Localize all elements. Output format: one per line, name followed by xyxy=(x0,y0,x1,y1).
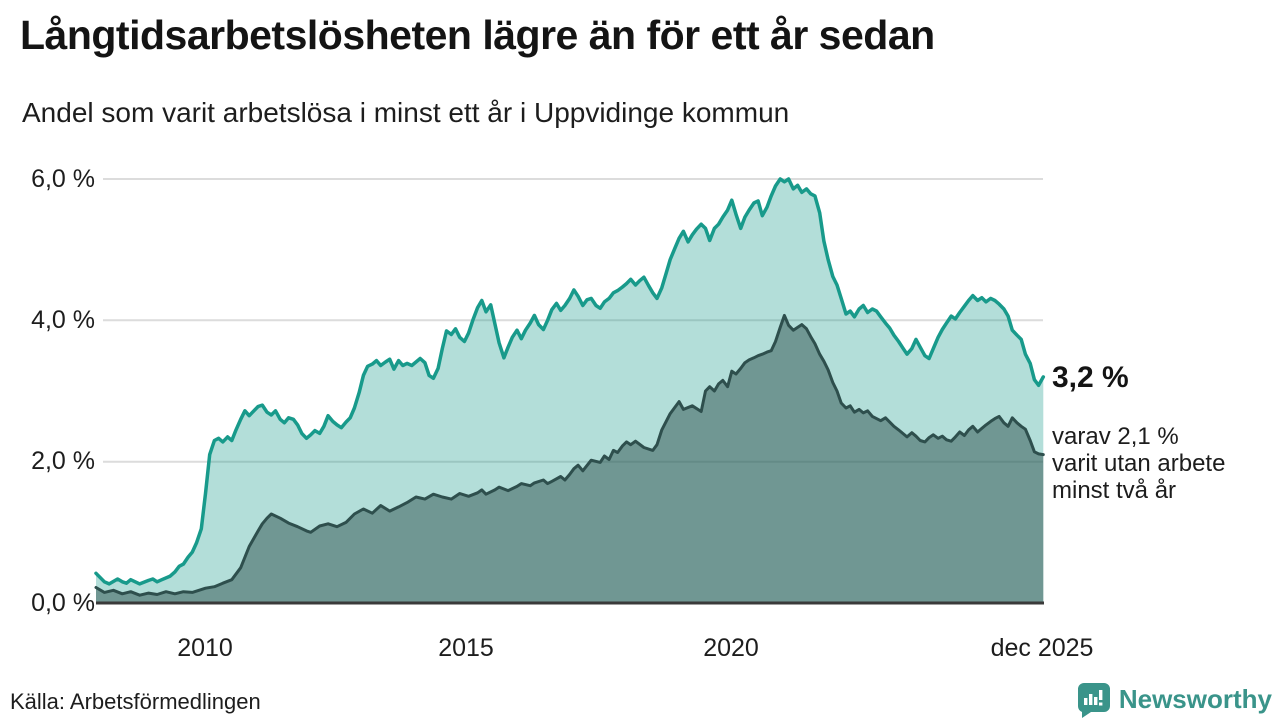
x-tick-dec-2025: dec 2025 xyxy=(990,634,1094,662)
line-unemployed_min_one_year xyxy=(94,177,1046,586)
newsworthy-logo-icon xyxy=(1077,683,1110,718)
line-unemployed_min_two_years xyxy=(94,313,1045,597)
annotation-line-1: varav 2,1 % xyxy=(1052,423,1179,450)
newsworthy-logo-text: Newsworthy xyxy=(1118,684,1272,714)
latest-value-label: 3,2 % xyxy=(1052,361,1129,394)
y-tick-0: 0,0 % xyxy=(31,589,95,617)
chart-subtitle: Andel som varit arbetslösa i minst ett å… xyxy=(22,97,790,128)
y-tick-4: 4,0 % xyxy=(31,306,95,334)
annotation-line-3: minst två år xyxy=(1052,477,1177,504)
source-attribution: Källa: Arbetsförmedlingen xyxy=(10,689,261,714)
chart-title: Långtidsarbetslösheten lägre än för ett … xyxy=(20,12,935,58)
y-tick-6: 6,0 % xyxy=(31,165,95,193)
newsworthy-logo[interactable]: Newsworthy xyxy=(1075,681,1272,718)
area-unemployed_min_two_years xyxy=(96,315,1044,603)
x-tick-2015: 2015 xyxy=(438,634,494,662)
x-tick-2020: 2020 xyxy=(703,634,759,662)
x-tick-2010: 2010 xyxy=(177,634,233,662)
annotation-detail: varav 2,1 % varit utan arbete minst två … xyxy=(1052,423,1225,504)
annotation-line-2: varit utan arbete xyxy=(1052,450,1226,477)
y-tick-2: 2,0 % xyxy=(31,447,95,475)
